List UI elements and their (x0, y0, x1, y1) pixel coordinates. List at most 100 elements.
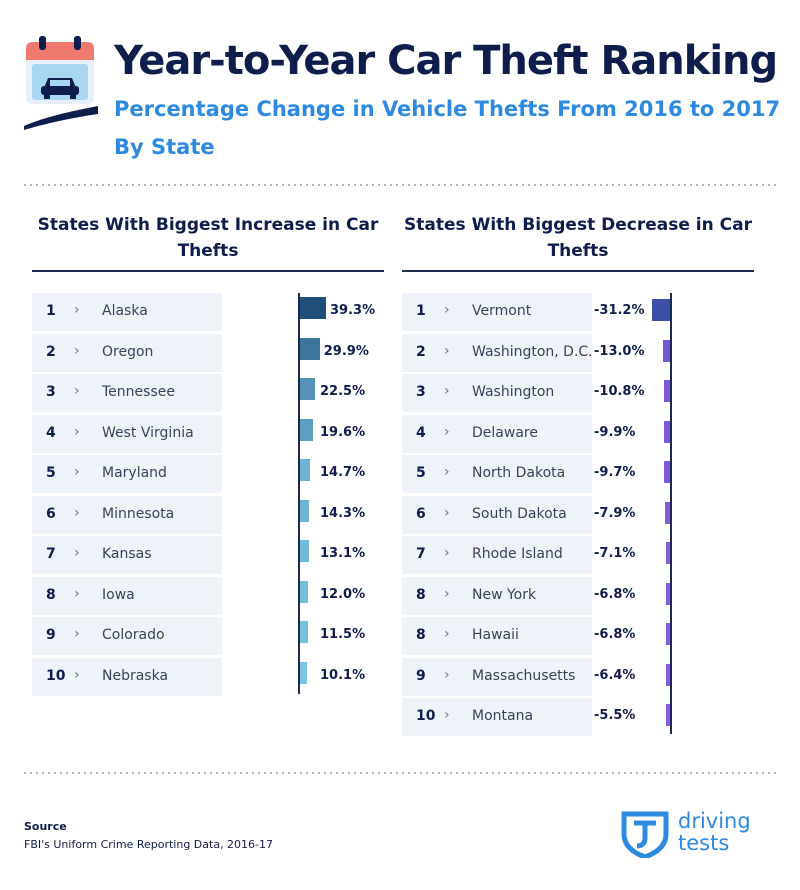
value-label: 14.3% (320, 505, 366, 521)
row-background (402, 333, 592, 372)
row-background (402, 536, 592, 574)
chart-bar (664, 420, 670, 443)
table-row: 10 › Montana -5.5% (402, 698, 754, 736)
chevron-right-icon: › (444, 545, 450, 561)
value-label: -13.0% (594, 343, 645, 359)
chevron-right-icon: › (444, 626, 450, 642)
table-row: 4 › West Virginia 19.6% (32, 414, 384, 453)
state-name: Iowa (102, 586, 135, 603)
chart-bar (300, 661, 307, 684)
row-background (32, 414, 222, 453)
chevron-right-icon: › (74, 545, 80, 561)
chart-bar (663, 380, 670, 402)
chart-bar (300, 540, 309, 562)
table-row: 3 › Tennessee 22.5% (32, 374, 384, 412)
value-label: -6.8% (594, 586, 636, 602)
chart-bar (300, 297, 326, 319)
rank-number: 8 (416, 627, 426, 643)
value-label: 19.6% (320, 424, 366, 440)
table-row: 8 › Hawaii -6.8% (402, 617, 754, 655)
table-row: 5 › North Dakota -9.7% (402, 455, 754, 493)
chart-bar (300, 337, 320, 360)
chevron-right-icon: › (74, 585, 80, 602)
logo-text: driving tests (678, 810, 751, 854)
shield-logo-icon (621, 811, 669, 858)
increase-heading: States With Biggest Increase in Car Thef… (32, 210, 384, 272)
logo-text-line1: driving (678, 809, 751, 833)
state-name: Montana (472, 708, 534, 724)
state-name: Minnesota (102, 505, 175, 522)
row-background (402, 657, 592, 696)
increase-panel: States With Biggest Increase in Car Thef… (32, 210, 384, 696)
table-row: 2 › Washington, D.C. -13.0% (402, 333, 754, 372)
row-background (402, 374, 592, 412)
value-label: 14.7% (320, 465, 366, 480)
chart-bar (662, 339, 670, 362)
table-row: 3 › Washington -10.8% (402, 374, 754, 412)
chevron-right-icon: › (444, 342, 450, 359)
chart-bar (666, 663, 670, 686)
row-background (32, 293, 222, 331)
rank-number: 10 (416, 708, 436, 724)
table-row: 1 › Alaska 39.3% (32, 293, 384, 331)
chart-bar (300, 418, 313, 441)
value-label: 10.1% (320, 667, 366, 683)
chart-bar (664, 461, 670, 483)
rank-number: 3 (416, 384, 426, 400)
header: Year-to-Year Car Theft Ranking Percentag… (22, 28, 792, 159)
rank-number: 5 (46, 465, 56, 481)
row-background (32, 495, 222, 534)
state-name: Maryland (102, 465, 167, 481)
table-row: 7 › Kansas 13.1% (32, 536, 384, 574)
rank-number: 8 (416, 586, 426, 603)
chart-bar (652, 299, 670, 321)
chevron-right-icon: › (74, 464, 80, 480)
rank-number: 4 (46, 424, 56, 441)
source-label: Source (24, 820, 67, 833)
state-name: West Virginia (102, 424, 194, 441)
chevron-right-icon: › (444, 666, 450, 683)
value-label: 13.1% (320, 546, 366, 561)
rank-number: 9 (416, 667, 426, 684)
bottom-divider (22, 772, 778, 774)
chevron-right-icon: › (74, 504, 80, 521)
row-background (402, 495, 592, 534)
chart-bar (665, 501, 670, 524)
chevron-right-icon: › (74, 626, 80, 642)
value-label: -6.8% (594, 627, 636, 642)
table-row: 1 › Vermont -31.2% (402, 293, 754, 331)
row-background (402, 455, 592, 493)
value-label: -9.7% (594, 465, 636, 480)
chevron-right-icon: › (444, 707, 450, 723)
chevron-right-icon: › (74, 383, 80, 399)
chevron-right-icon: › (444, 585, 450, 602)
state-name: Washington (472, 384, 555, 400)
chart-bar (300, 621, 308, 643)
logo-text-line2: tests (678, 831, 730, 855)
row-background (32, 617, 222, 655)
value-label: 12.0% (320, 586, 366, 602)
chart-bar (300, 499, 310, 522)
chart-axis (670, 293, 672, 734)
row-background (32, 657, 222, 696)
row-background (32, 576, 222, 615)
state-name: Oregon (102, 343, 154, 360)
chevron-right-icon: › (444, 464, 450, 480)
rank-number: 3 (46, 384, 56, 400)
table-row: 10 › Nebraska 10.1% (32, 657, 384, 696)
state-name: Washington, D.C. (472, 343, 593, 360)
row-background (402, 617, 592, 655)
chart-bar (666, 704, 670, 726)
value-label: -31.2% (594, 303, 645, 318)
calendar-car-icon (24, 36, 98, 130)
chevron-right-icon: › (74, 302, 80, 318)
drivingtests-logo: driving tests (620, 808, 770, 858)
rank-number: 7 (46, 546, 56, 562)
table-row: 4 › Delaware -9.9% (402, 414, 754, 453)
table-row: 9 › Colorado 11.5% (32, 617, 384, 655)
row-background (402, 293, 592, 331)
value-label: -9.9% (594, 424, 636, 440)
state-name: Vermont (472, 303, 532, 319)
row-background (402, 414, 592, 453)
state-name: North Dakota (472, 465, 566, 481)
